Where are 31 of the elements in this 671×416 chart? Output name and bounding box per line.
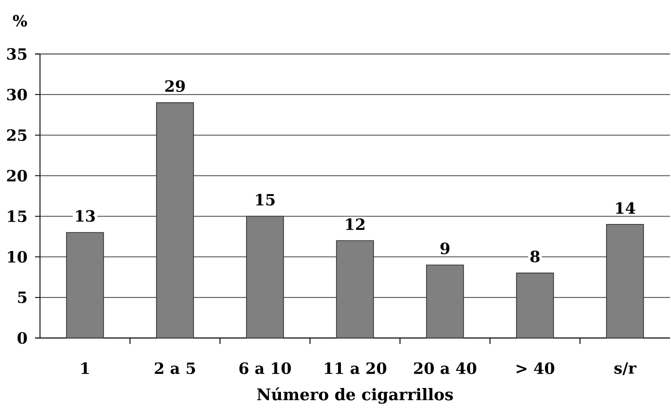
y-tick-label: 5 (18, 292, 26, 304)
x-tick-label: 1 (82, 362, 89, 374)
bar (336, 240, 374, 338)
data-label: 13 (76, 210, 95, 222)
data-label: 12 (346, 218, 364, 230)
x-tick-label: > 40 (516, 362, 554, 374)
y-tick-label: 20 (7, 170, 27, 182)
bar (66, 232, 104, 338)
bar (246, 216, 284, 338)
x-tick-label: 6 a 10 (239, 362, 291, 374)
x-tick-label: 2 a 5 (154, 362, 196, 374)
x-axis-title: Número de cigarrillos (257, 387, 453, 404)
y-tick-label: 25 (7, 129, 26, 141)
bar (156, 102, 194, 338)
x-tick-label: s/r (614, 362, 636, 376)
data-label: 29 (165, 80, 185, 92)
bar (516, 272, 554, 338)
data-label: 8 (530, 250, 540, 262)
x-tick-label: 11 a 20 (324, 362, 386, 374)
data-label: 9 (440, 242, 450, 254)
data-label: 14 (616, 202, 636, 214)
y-tick-label: 0 (18, 332, 27, 344)
x-tick-label: 20 a 40 (414, 362, 476, 374)
data-label: 15 (256, 194, 275, 206)
y-tick-label: 35 (7, 48, 26, 60)
bar (606, 224, 644, 338)
bar (426, 264, 464, 338)
y-tick-label: 30 (7, 88, 27, 100)
y-axis-title: % (13, 14, 27, 27)
y-tick-label: 10 (8, 251, 27, 263)
y-tick-label: 15 (8, 210, 26, 222)
